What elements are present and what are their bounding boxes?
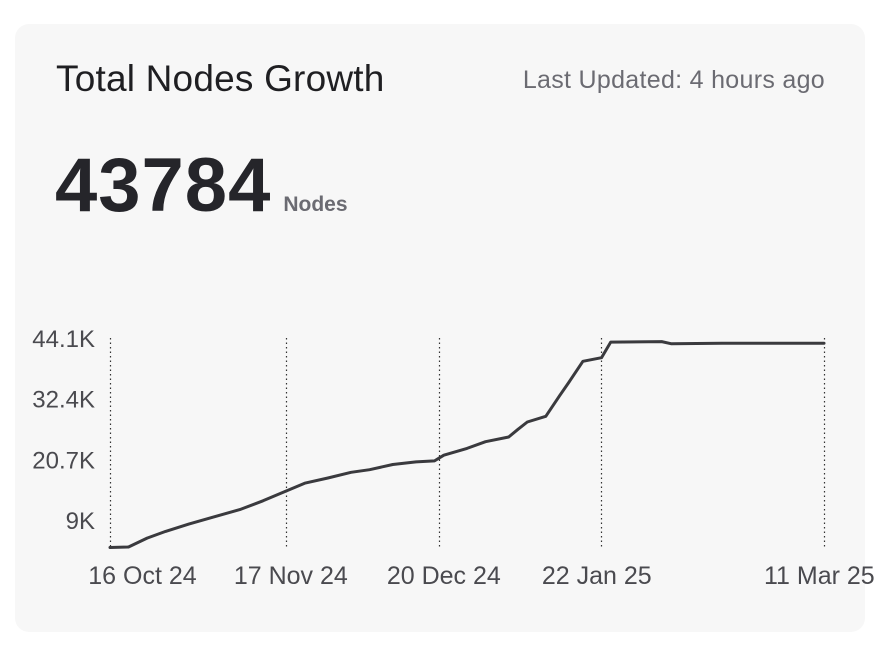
data-point-27	[609, 340, 612, 344]
data-point-11	[349, 471, 353, 474]
data-point-2	[145, 536, 149, 540]
last-updated-label: Last Updated: 4 hours ago	[522, 66, 825, 94]
metric-value: 43784	[55, 143, 272, 228]
data-point-13	[391, 463, 394, 466]
x-tick-label-2: 20 Dec 24	[387, 562, 501, 590]
data-point-28	[660, 340, 663, 343]
metric-row: 43784 Nodes	[55, 148, 348, 224]
data-point-12	[368, 468, 371, 471]
data-point-14	[414, 460, 418, 464]
x-tick-label-1: 17 Nov 24	[234, 562, 348, 590]
x-tick-label-0: 16 Oct 24	[88, 562, 196, 590]
data-point-0	[108, 546, 112, 549]
data-point-7	[261, 499, 265, 502]
data-point-4	[187, 522, 190, 526]
data-point-21	[526, 420, 529, 424]
metric-unit: Nodes	[283, 193, 348, 216]
nodes-growth-card: Total Nodes Growth Last Updated: 4 hours…	[15, 24, 865, 632]
data-point-9	[303, 482, 306, 485]
data-point-1	[127, 545, 130, 549]
data-point-24	[567, 380, 571, 384]
data-point-20	[516, 428, 520, 431]
data-point-17	[465, 447, 469, 450]
data-point-5	[210, 516, 214, 519]
data-point-8	[285, 489, 288, 493]
data-point-25	[581, 360, 585, 363]
card-title: Total Nodes Growth	[56, 58, 385, 99]
x-tick-label-3: 22 Jan 25	[542, 562, 652, 590]
data-point-29	[669, 342, 673, 345]
data-point-19	[507, 435, 510, 439]
data-point-22	[544, 415, 547, 418]
y-tick-label-1: 20.7K	[32, 447, 95, 474]
data-point-18	[484, 440, 487, 443]
data-point-23	[558, 394, 561, 397]
y-tick-label-2: 32.4K	[32, 387, 95, 414]
data-point-16	[442, 454, 445, 457]
series-line	[108, 340, 826, 549]
data-point-30	[720, 342, 724, 345]
y-tick-label-0: 9K	[66, 508, 95, 535]
data-point-6	[238, 508, 241, 511]
data-point-31	[767, 342, 770, 345]
data-point-3	[164, 530, 167, 533]
data-point-26	[600, 356, 603, 359]
data-point-10	[326, 476, 330, 480]
y-tick-label-3: 44.1K	[32, 326, 95, 353]
x-tick-label-4: 11 Mar 25	[764, 562, 875, 590]
data-point-15	[433, 459, 436, 463]
data-point-32	[822, 342, 826, 345]
